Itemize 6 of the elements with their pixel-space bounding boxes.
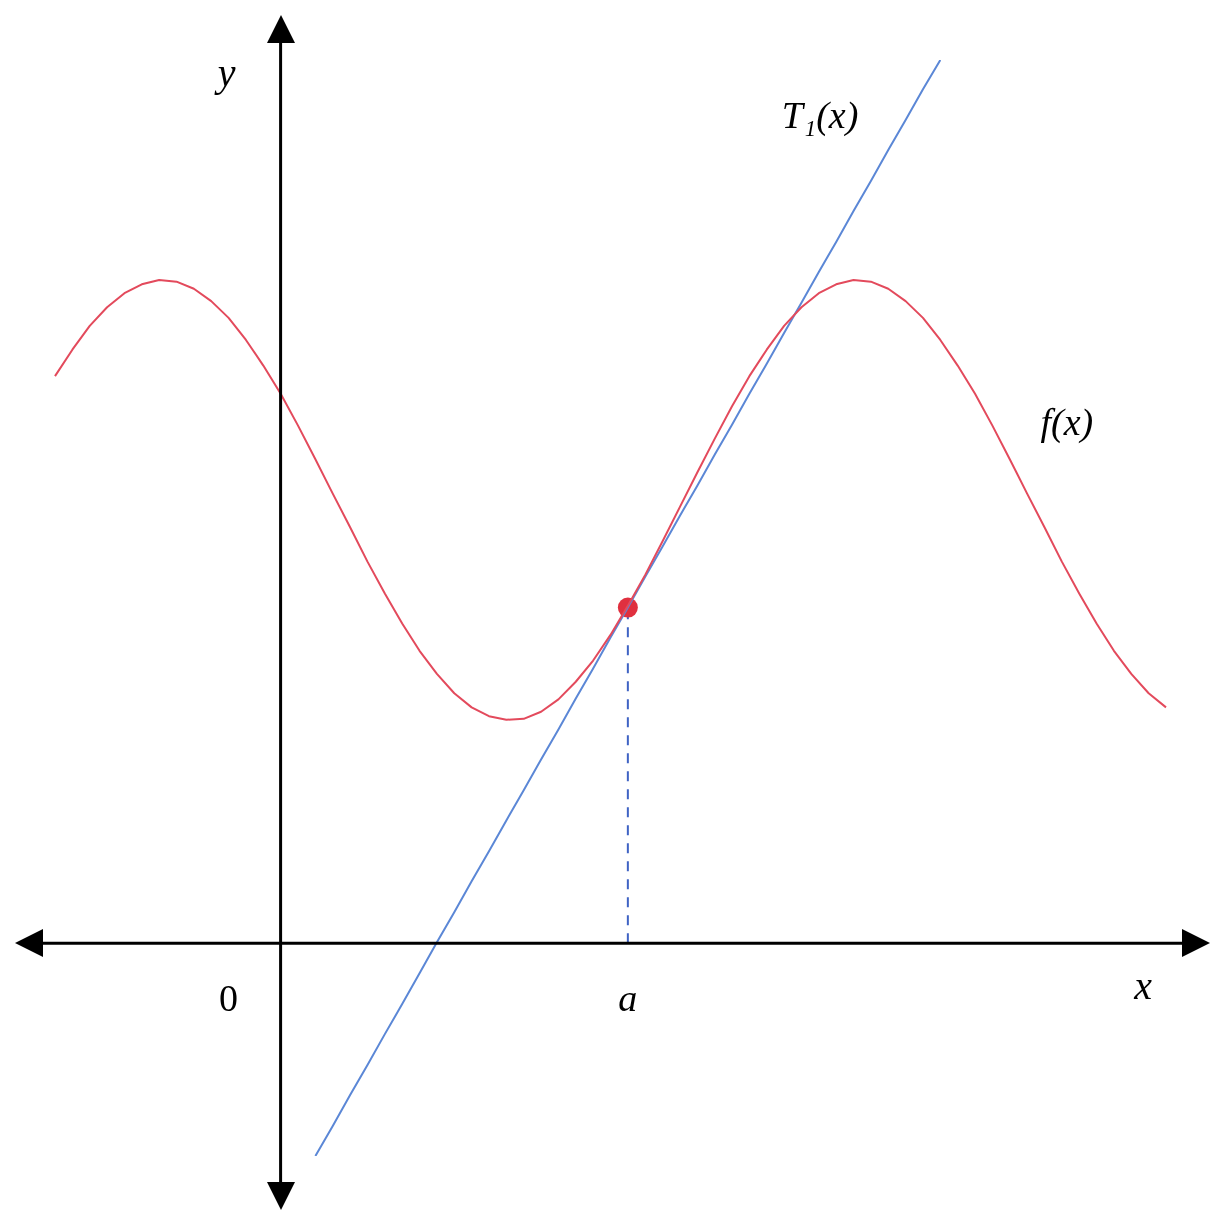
series-label: f(x) — [1040, 401, 1094, 445]
y-axis-title: y — [213, 49, 236, 95]
x-axis-title: x — [1133, 962, 1153, 1008]
x-tick-label: 0 — [219, 977, 239, 1020]
x-tick-label: a — [618, 977, 638, 1020]
series-label: T₁(x) — [781, 93, 859, 137]
